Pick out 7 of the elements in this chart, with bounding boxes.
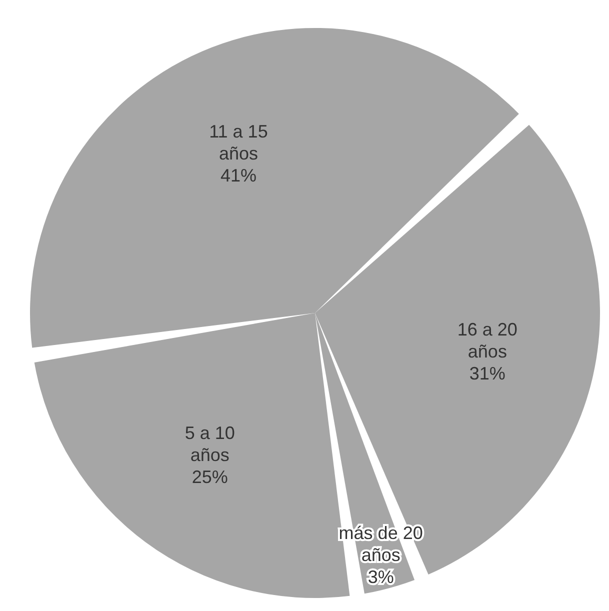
slice-label: 11 a 15 años (209, 122, 268, 164)
slice-label: 5 a 10 años (184, 423, 235, 466)
data-label: 3% (368, 567, 394, 588)
data-label: 31% (469, 364, 506, 384)
data-label: 41% (220, 166, 256, 186)
data-label: 25% (192, 467, 228, 488)
slice-label: 16 a 20 años (457, 320, 518, 362)
